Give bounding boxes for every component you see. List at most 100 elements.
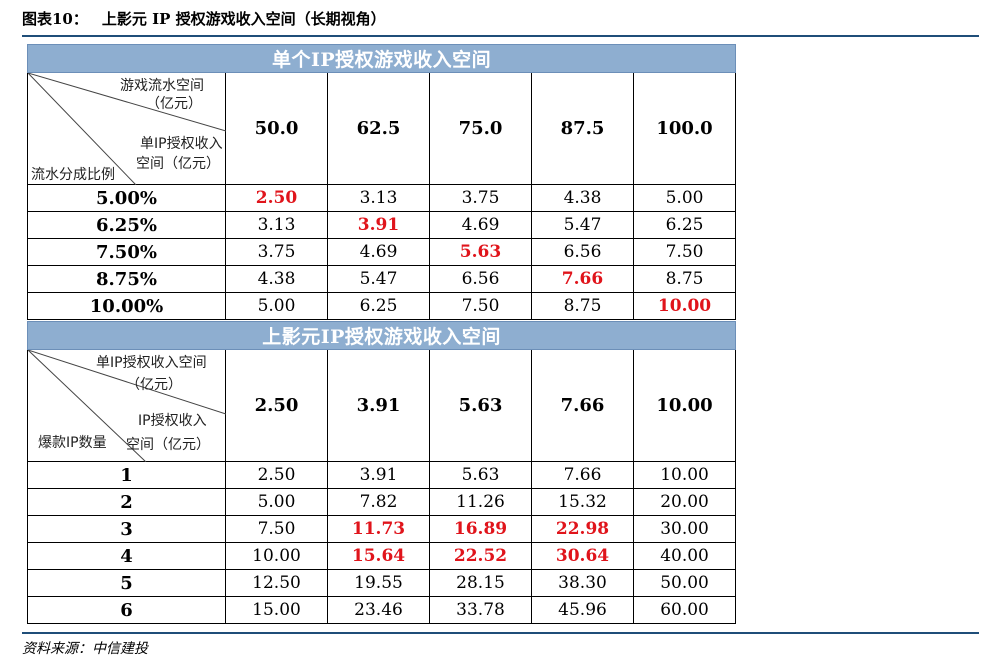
table-cell: 28.15	[429, 569, 532, 597]
table-cell: 4.38	[225, 265, 328, 293]
table1-row-header: 流水分成比例	[31, 167, 115, 183]
table2-cell-header-l2: 空间（亿元）	[126, 437, 210, 453]
table-cell: 38.30	[531, 569, 634, 597]
table-row: 5.00% 2.50 3.13 3.75 4.38 5.00	[27, 184, 737, 212]
table-cell: 3.91	[327, 211, 430, 239]
table-cell: 6.25	[632, 211, 737, 239]
bottom-rule	[22, 632, 979, 634]
table-row: 8.75% 4.38 5.47 6.56 7.66 8.75	[27, 265, 737, 293]
table1-col-header-l1: 游戏流水空间	[120, 78, 204, 94]
table-cell: 45.96	[531, 596, 634, 624]
table2-row-header: 爆款IP数量	[38, 435, 107, 451]
table-cell: 50.00	[632, 569, 737, 597]
table1-col-header-l2: （亿元）	[146, 96, 202, 112]
table-cell: 4.38	[531, 184, 634, 212]
table-cell: 12.50	[225, 569, 328, 597]
table-cell: 40.00	[632, 542, 737, 570]
table-cell: 5.47	[531, 211, 634, 239]
table2-band-title: 上影元IP授权游戏收入空间	[26, 321, 737, 350]
table2-diagonal-lines	[28, 350, 226, 462]
table-cell: 22.98	[531, 515, 634, 543]
table-cell: 3.91	[327, 461, 430, 489]
table-row: 7.50% 3.75 4.69 5.63 6.56 7.50	[27, 238, 737, 266]
table-cell: 3.13	[327, 184, 430, 212]
table-cell: 7.50	[429, 292, 532, 320]
table1-col-value: 50.0	[225, 72, 328, 185]
table1-diagonal-lines	[28, 73, 226, 185]
table-cell: 16.89	[429, 515, 532, 543]
row-label: 4	[27, 542, 226, 570]
table-cell: 30.00	[632, 515, 737, 543]
table1-cell-header-l1: 单IP授权收入	[140, 136, 223, 152]
table2-cell-header-l1: IP授权收入	[138, 413, 207, 429]
table2-col-value: 7.66	[531, 349, 634, 462]
table-cell: 11.73	[327, 515, 430, 543]
row-label: 7.50%	[27, 238, 226, 266]
table-cell: 5.47	[327, 265, 430, 293]
table-cell: 11.26	[429, 488, 532, 516]
row-label: 1	[27, 461, 226, 489]
table-cell: 8.75	[632, 265, 737, 293]
table-cell: 33.78	[429, 596, 532, 624]
table-cell: 6.25	[327, 292, 430, 320]
table-row: 10.00% 5.00 6.25 7.50 8.75 10.00	[27, 292, 737, 320]
table2-col-value: 10.00	[632, 349, 737, 462]
table-cell: 10.00	[225, 542, 328, 570]
table-row: 3 7.50 11.73 16.89 22.98 30.00	[27, 515, 737, 543]
table-cell: 22.52	[429, 542, 532, 570]
table-cell: 8.75	[531, 292, 634, 320]
table-cell: 3.75	[429, 184, 532, 212]
table-cell: 5.00	[225, 488, 328, 516]
table-cell: 15.64	[327, 542, 430, 570]
table-cell: 2.50	[225, 184, 328, 212]
table-row: 2 5.00 7.82 11.26 15.32 20.00	[27, 488, 737, 516]
table-cell: 7.66	[531, 265, 634, 293]
table2-col-value: 2.50	[225, 349, 328, 462]
table2-col-value: 5.63	[429, 349, 532, 462]
table1-corner-header: 游戏流水空间 （亿元） 单IP授权收入 空间（亿元） 流水分成比例	[27, 72, 226, 185]
table1-col-value: 62.5	[327, 72, 430, 185]
table-cell: 3.13	[225, 211, 328, 239]
table-cell: 23.46	[327, 596, 430, 624]
source-note: 资料来源：中信建投	[22, 641, 148, 657]
table-cell: 5.63	[429, 238, 532, 266]
figure-title: 图表10： 上影元 IP 授权游戏收入空间（长期视角）	[22, 8, 386, 29]
figure-title-text: 上影元 IP 授权游戏收入空间（长期视角）	[101, 10, 386, 28]
table-cell: 6.56	[531, 238, 634, 266]
table-cell: 5.00	[225, 292, 328, 320]
row-label: 10.00%	[27, 292, 226, 320]
table-cell: 10.00	[632, 292, 737, 320]
table-cell: 30.64	[531, 542, 634, 570]
table-cell: 4.69	[327, 238, 430, 266]
table-cell: 60.00	[632, 596, 737, 624]
table2-corner-header: 单IP授权收入空间 （亿元） IP授权收入 空间（亿元） 爆款IP数量	[27, 349, 226, 462]
table-row: 4 10.00 15.64 22.52 30.64 40.00	[27, 542, 737, 570]
table-cell: 10.00	[632, 461, 737, 489]
row-label: 5.00%	[27, 184, 226, 212]
table2-col-value: 3.91	[327, 349, 430, 462]
table1-col-value: 87.5	[531, 72, 634, 185]
table-cell: 7.50	[632, 238, 737, 266]
table1-col-value: 75.0	[429, 72, 532, 185]
figure-label: 图表10：	[22, 10, 88, 28]
table-cell: 7.66	[531, 461, 634, 489]
table-row: 1 2.50 3.91 5.63 7.66 10.00	[27, 461, 737, 489]
table2-col-header-l2: （亿元）	[126, 377, 182, 393]
table1-col-value: 100.0	[632, 72, 737, 185]
table2-col-header-l1: 单IP授权收入空间	[96, 355, 207, 371]
table-cell: 6.56	[429, 265, 532, 293]
table-cell: 15.00	[225, 596, 328, 624]
table-cell: 2.50	[225, 461, 328, 489]
table-cell: 3.75	[225, 238, 328, 266]
table-cell: 20.00	[632, 488, 737, 516]
table1-band-title: 单个IP授权游戏收入空间	[26, 44, 737, 73]
table-row: 6 15.00 23.46 33.78 45.96 60.00	[27, 596, 737, 624]
table1-cell-header-l2: 空间（亿元）	[136, 156, 220, 172]
row-label: 8.75%	[27, 265, 226, 293]
row-label: 6	[27, 596, 226, 624]
single-ip-table: 单个IP授权游戏收入空间 游戏流水空间 （亿元） 单IP授权收入 空间（亿元） …	[26, 44, 737, 320]
table-cell: 7.50	[225, 515, 328, 543]
ip-portfolio-table: 上影元IP授权游戏收入空间 单IP授权收入空间 （亿元） IP授权收入 空间（亿…	[26, 321, 737, 624]
row-label: 2	[27, 488, 226, 516]
table-cell: 7.82	[327, 488, 430, 516]
